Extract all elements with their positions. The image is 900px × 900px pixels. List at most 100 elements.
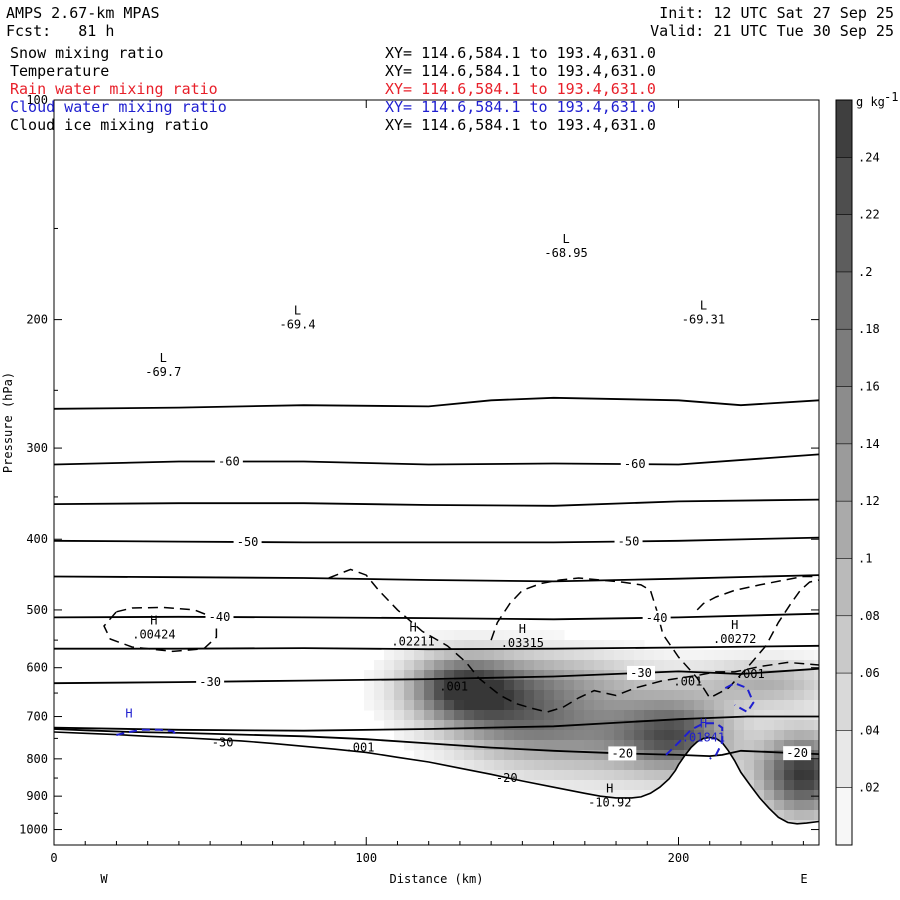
isotherm-label: -60 bbox=[624, 457, 646, 471]
shade-cell bbox=[404, 740, 415, 751]
shade-cell bbox=[604, 680, 615, 691]
shade-cell bbox=[654, 700, 665, 711]
shade-cell bbox=[694, 650, 705, 661]
shade-cell bbox=[774, 770, 785, 781]
shade-cell bbox=[814, 790, 819, 801]
shade-cell bbox=[524, 650, 535, 661]
shade-cell bbox=[614, 690, 625, 701]
y-tick-label: 700 bbox=[26, 710, 48, 724]
shade-cell bbox=[744, 740, 755, 751]
y-tick-label: 500 bbox=[26, 603, 48, 617]
shade-cell bbox=[684, 690, 695, 701]
colorbar-label: .04 bbox=[858, 723, 880, 737]
shade-cell bbox=[604, 650, 615, 661]
shade-cell bbox=[814, 700, 819, 711]
shade-cell bbox=[394, 680, 405, 691]
shade-cell bbox=[464, 640, 475, 651]
shade-cell bbox=[464, 670, 475, 681]
shade-cell bbox=[534, 770, 545, 781]
colorbar-frame bbox=[835, 99, 853, 846]
shade-cell bbox=[484, 730, 495, 741]
west-label: W bbox=[100, 872, 108, 886]
shade-cell bbox=[774, 790, 785, 801]
shade-cell bbox=[584, 720, 595, 731]
colorbar-swatch bbox=[836, 615, 852, 674]
shade-cell bbox=[464, 710, 475, 721]
shade-cell bbox=[764, 680, 775, 691]
shade-cell bbox=[494, 750, 505, 761]
shade-cell bbox=[364, 680, 375, 691]
extremum-marker: H bbox=[409, 620, 416, 634]
shade-cell bbox=[404, 720, 415, 731]
shade-cell bbox=[784, 780, 795, 791]
shade-cell bbox=[794, 760, 805, 771]
shade-cell bbox=[554, 780, 565, 791]
shade-cell bbox=[684, 710, 695, 721]
colorbar-label: .08 bbox=[858, 609, 880, 623]
shade-cell bbox=[604, 780, 615, 791]
shade-cell bbox=[454, 750, 465, 761]
shade-cell bbox=[544, 660, 555, 671]
shade-cell bbox=[434, 690, 445, 701]
shade-cell bbox=[424, 740, 435, 751]
shade-cell bbox=[524, 750, 535, 761]
colorbar-swatch bbox=[836, 501, 852, 559]
shade-cell bbox=[504, 690, 515, 701]
shade-cell bbox=[614, 700, 625, 711]
shade-cell bbox=[554, 640, 565, 651]
y-tick-label: 900 bbox=[26, 789, 48, 803]
shade-cell bbox=[634, 720, 645, 731]
shade-cell bbox=[464, 700, 475, 711]
cloud-water-contour bbox=[116, 728, 177, 736]
shade-cell bbox=[724, 690, 735, 701]
shade-cell bbox=[664, 720, 675, 731]
shade-cell bbox=[434, 740, 445, 751]
shade-cell bbox=[804, 710, 815, 721]
shade-cell bbox=[664, 730, 675, 741]
shade-cell bbox=[784, 800, 795, 811]
shade-cell bbox=[654, 710, 665, 721]
isotherm-label: -60 bbox=[218, 455, 240, 469]
shade-cell bbox=[604, 730, 615, 741]
shade-cell bbox=[414, 730, 425, 741]
shade-cell bbox=[424, 690, 435, 701]
shade-cell bbox=[604, 670, 615, 681]
colorbar-label: .18 bbox=[858, 322, 880, 336]
shade-cell bbox=[474, 730, 485, 741]
shade-cell bbox=[434, 640, 445, 651]
y-tick-label: 100 bbox=[26, 93, 48, 107]
colorbar-swatch bbox=[836, 558, 852, 617]
shade-cell bbox=[604, 640, 615, 651]
shade-cell bbox=[794, 720, 805, 731]
shade-cell bbox=[564, 760, 575, 771]
shade-cell bbox=[524, 770, 535, 781]
shade-cell bbox=[444, 690, 455, 701]
shade-cell bbox=[684, 660, 695, 671]
shade-cell bbox=[744, 670, 755, 681]
shade-cell bbox=[624, 680, 635, 691]
isotherm-label-bg bbox=[608, 746, 637, 761]
shade-cell bbox=[574, 640, 585, 651]
shade-cell bbox=[414, 670, 425, 681]
shade-cell bbox=[644, 780, 655, 791]
shade-cell bbox=[544, 630, 555, 641]
shade-cell bbox=[664, 770, 675, 781]
shade-cell bbox=[804, 670, 815, 681]
shade-cell bbox=[684, 720, 695, 731]
shade-cell bbox=[454, 730, 465, 741]
shade-cell bbox=[654, 730, 665, 741]
shade-cell bbox=[554, 760, 565, 771]
shade-cell bbox=[804, 790, 815, 801]
shade-cell bbox=[384, 660, 395, 671]
shade-cell bbox=[814, 690, 819, 701]
y-tick-label: 600 bbox=[26, 661, 48, 675]
shade-cell bbox=[744, 730, 755, 741]
shade-cell bbox=[574, 770, 585, 781]
shade-cell bbox=[814, 680, 819, 691]
shade-cell bbox=[764, 690, 775, 701]
shade-cell bbox=[594, 770, 605, 781]
shade-cell bbox=[614, 660, 625, 671]
shade-cell bbox=[744, 750, 755, 761]
shade-cell bbox=[594, 710, 605, 721]
terrain-fill bbox=[54, 732, 819, 845]
